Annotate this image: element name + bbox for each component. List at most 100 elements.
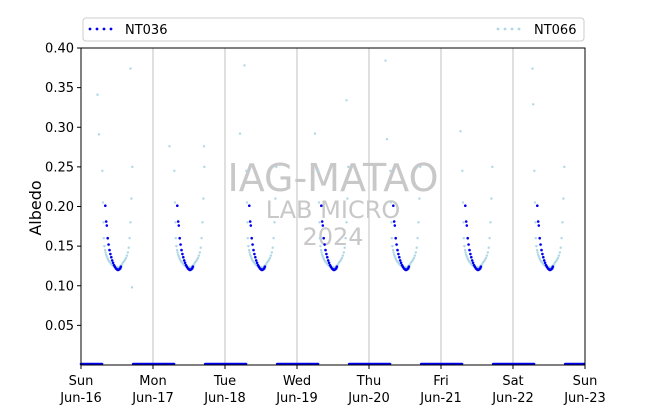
data-point	[177, 224, 181, 227]
data-point	[243, 64, 246, 67]
data-point	[540, 248, 543, 252]
data-point	[320, 251, 323, 254]
data-point	[317, 201, 321, 204]
data-point	[463, 244, 466, 248]
data-point	[176, 204, 179, 208]
y-tick-label: 0.40	[45, 42, 74, 57]
data-point	[320, 220, 324, 223]
data-point	[464, 204, 467, 208]
data-point	[407, 265, 411, 269]
data-point	[129, 221, 132, 224]
data-point	[542, 255, 545, 259]
data-point	[181, 252, 184, 256]
x-tick-day-label: Fri	[433, 374, 449, 389]
watermark-line: 2024	[302, 223, 363, 251]
data-point	[104, 220, 108, 223]
data-point	[318, 221, 321, 224]
data-point	[395, 243, 398, 246]
data-point	[104, 251, 107, 254]
data-point	[542, 259, 546, 262]
data-point	[392, 220, 396, 223]
data-point	[102, 221, 105, 224]
data-point	[320, 204, 323, 208]
data-point	[397, 252, 400, 256]
legend-dot	[517, 27, 521, 31]
data-point	[398, 255, 401, 259]
data-point	[109, 252, 112, 256]
data-point	[322, 236, 326, 240]
data-point	[534, 237, 537, 240]
legend-dot	[88, 27, 92, 31]
data-point	[345, 99, 348, 102]
data-point	[487, 246, 490, 249]
data-point	[484, 256, 488, 260]
data-point	[182, 259, 186, 262]
data-point	[197, 254, 201, 257]
data-point	[463, 248, 467, 252]
data-point	[556, 256, 560, 260]
data-point	[96, 93, 99, 96]
x-tick-day-label: Sun	[69, 374, 94, 389]
data-point	[464, 251, 467, 254]
data-point	[559, 246, 562, 249]
data-point	[176, 251, 179, 254]
data-point	[538, 236, 541, 240]
data-point	[107, 243, 110, 246]
data-point	[202, 197, 205, 200]
data-point	[412, 256, 416, 260]
data-point	[250, 236, 253, 240]
x-tick-day-label: Tue	[213, 374, 236, 389]
data-point	[341, 254, 345, 257]
data-point	[536, 204, 539, 208]
data-point	[327, 261, 331, 265]
data-point	[245, 201, 249, 204]
data-point	[254, 259, 258, 262]
data-point	[130, 286, 134, 289]
data-point	[255, 261, 259, 265]
data-point	[533, 201, 537, 204]
data-point	[238, 132, 242, 135]
data-point	[196, 256, 200, 260]
data-point	[464, 220, 468, 223]
data-point	[466, 236, 470, 240]
data-point	[179, 243, 182, 246]
data-point	[178, 236, 181, 240]
data-point	[97, 133, 101, 136]
data-point	[399, 261, 403, 265]
y-tick-label: 0.15	[45, 240, 74, 255]
data-point	[248, 251, 251, 254]
data-point	[465, 224, 469, 227]
data-point	[535, 244, 538, 248]
data-point	[414, 251, 417, 254]
data-point	[489, 221, 492, 224]
data-point	[470, 259, 474, 262]
data-point	[245, 169, 248, 173]
data-point	[101, 201, 105, 204]
data-point	[248, 220, 252, 223]
grid-lines	[152, 48, 514, 365]
data-point	[270, 251, 273, 254]
data-point	[479, 265, 483, 269]
y-tick-label: 0.10	[45, 279, 74, 294]
data-point	[183, 261, 187, 265]
data-point	[347, 165, 350, 169]
data-point	[384, 59, 387, 62]
data-point	[175, 244, 178, 248]
y-tick-label: 0.05	[45, 319, 74, 334]
data-point	[563, 165, 566, 169]
legend-dot	[503, 27, 507, 31]
data-point	[176, 220, 180, 223]
data-point	[105, 224, 109, 227]
data-point	[485, 254, 489, 257]
data-point	[344, 237, 347, 240]
data-point	[175, 248, 179, 252]
legend-label-nt066: NT066	[534, 23, 576, 38]
legend-marker-nt066	[496, 27, 521, 31]
data-point	[319, 244, 322, 248]
data-point	[543, 261, 547, 265]
y-axis: 0.05 0.10 0.15 0.20 0.25 0.30 0.35 0.40	[45, 42, 81, 334]
data-point	[418, 197, 421, 200]
data-point	[274, 197, 277, 200]
